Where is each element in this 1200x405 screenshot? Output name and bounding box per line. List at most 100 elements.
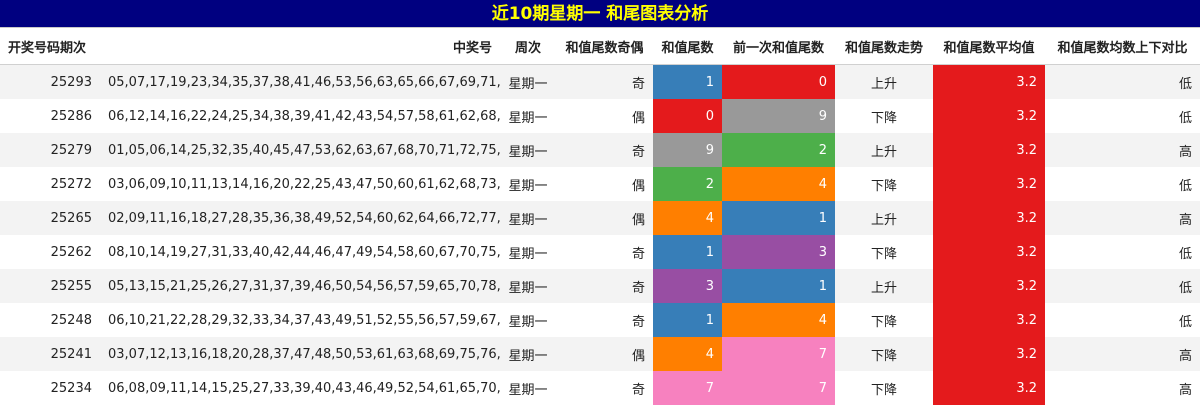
table-row: 25279 01,05,06,14,25,32,35,40,45,47,53,62… xyxy=(0,133,1200,167)
cell-compare: 低 xyxy=(1045,167,1200,201)
cell-average: 3.2 xyxy=(933,337,1045,371)
cell-compare: 高 xyxy=(1045,133,1200,167)
header-tail: 和值尾数 xyxy=(653,28,722,65)
header-compare: 和值尾数均数上下对比 xyxy=(1045,28,1200,65)
cell-average: 3.2 xyxy=(933,235,1045,269)
cell-compare: 高 xyxy=(1045,201,1200,235)
cell-parity: 奇 xyxy=(556,371,653,405)
cell-tail: 3 xyxy=(653,269,722,303)
header-weekday: 周次 xyxy=(500,28,556,65)
cell-trend: 下降 xyxy=(835,235,933,269)
cell-numbers: 05,13,15,21,25,26,27,31,37,39,46,50,54,5… xyxy=(100,269,500,303)
cell-tail: 4 xyxy=(653,201,722,235)
cell-parity: 奇 xyxy=(556,303,653,337)
cell-compare: 低 xyxy=(1045,99,1200,133)
cell-tail: 9 xyxy=(653,133,722,167)
cell-weekday: 星期一 xyxy=(500,303,556,337)
table-row: 25272 03,06,09,10,11,13,14,16,20,22,25,43… xyxy=(0,167,1200,201)
table-row: 25234 06,08,09,11,14,15,25,27,33,39,40,43… xyxy=(0,371,1200,405)
cell-prev-tail: 4 xyxy=(722,167,835,201)
cell-compare: 高 xyxy=(1045,337,1200,371)
cell-trend: 上升 xyxy=(835,201,933,235)
cell-numbers: 06,10,21,22,28,29,32,33,34,37,43,49,51,5… xyxy=(100,303,500,337)
cell-tail: 7 xyxy=(653,371,722,405)
cell-weekday: 星期一 xyxy=(500,99,556,133)
cell-prev-tail: 9 xyxy=(722,99,835,133)
table-row: 25241 03,07,12,13,16,18,20,28,37,47,48,50… xyxy=(0,337,1200,371)
cell-compare: 高 xyxy=(1045,371,1200,405)
cell-numbers: 05,07,17,19,23,34,35,37,38,41,46,53,56,6… xyxy=(100,64,500,99)
cell-prev-tail: 0 xyxy=(722,64,835,99)
cell-tail: 1 xyxy=(653,64,722,99)
cell-prev-tail: 4 xyxy=(722,303,835,337)
cell-compare: 低 xyxy=(1045,235,1200,269)
cell-average: 3.2 xyxy=(933,269,1045,303)
cell-trend: 上升 xyxy=(835,133,933,167)
cell-prev-tail: 2 xyxy=(722,133,835,167)
cell-average: 3.2 xyxy=(933,303,1045,337)
cell-trend: 上升 xyxy=(835,64,933,99)
cell-weekday: 星期一 xyxy=(500,269,556,303)
header-row: 开奖号码期次 中奖号 周次 和值尾数奇偶 和值尾数 前一次和值尾数 和值尾数走势… xyxy=(0,28,1200,65)
cell-prev-tail: 1 xyxy=(722,201,835,235)
cell-tail: 4 xyxy=(653,337,722,371)
header-prev-tail: 前一次和值尾数 xyxy=(722,28,835,65)
cell-period: 25279 xyxy=(0,133,100,167)
cell-parity: 偶 xyxy=(556,167,653,201)
table-row: 25255 05,13,15,21,25,26,27,31,37,39,46,50… xyxy=(0,269,1200,303)
cell-numbers: 03,07,12,13,16,18,20,28,37,47,48,50,53,6… xyxy=(100,337,500,371)
header-trend: 和值尾数走势 xyxy=(835,28,933,65)
cell-weekday: 星期一 xyxy=(500,167,556,201)
cell-period: 25272 xyxy=(0,167,100,201)
cell-prev-tail: 7 xyxy=(722,371,835,405)
cell-parity: 偶 xyxy=(556,201,653,235)
cell-average: 3.2 xyxy=(933,167,1045,201)
cell-period: 25286 xyxy=(0,99,100,133)
cell-prev-tail: 7 xyxy=(722,337,835,371)
cell-weekday: 星期一 xyxy=(500,235,556,269)
cell-numbers: 06,12,14,16,22,24,25,34,38,39,41,42,43,5… xyxy=(100,99,500,133)
table-row: 25248 06,10,21,22,28,29,32,33,34,37,43,49… xyxy=(0,303,1200,337)
cell-parity: 奇 xyxy=(556,235,653,269)
cell-trend: 下降 xyxy=(835,99,933,133)
header-numbers: 中奖号 xyxy=(100,28,500,65)
cell-compare: 低 xyxy=(1045,303,1200,337)
cell-parity: 偶 xyxy=(556,99,653,133)
cell-parity: 偶 xyxy=(556,337,653,371)
header-parity: 和值尾数奇偶 xyxy=(556,28,653,65)
cell-parity: 奇 xyxy=(556,64,653,99)
cell-trend: 下降 xyxy=(835,167,933,201)
table-row: 25293 05,07,17,19,23,34,35,37,38,41,46,53… xyxy=(0,64,1200,99)
cell-weekday: 星期一 xyxy=(500,133,556,167)
cell-weekday: 星期一 xyxy=(500,337,556,371)
table-row: 25262 08,10,14,19,27,31,33,40,42,44,46,47… xyxy=(0,235,1200,269)
cell-trend: 下降 xyxy=(835,371,933,405)
cell-period: 25248 xyxy=(0,303,100,337)
cell-tail: 2 xyxy=(653,167,722,201)
cell-numbers: 01,05,06,14,25,32,35,40,45,47,53,62,63,6… xyxy=(100,133,500,167)
cell-trend: 上升 xyxy=(835,269,933,303)
cell-average: 3.2 xyxy=(933,64,1045,99)
cell-average: 3.2 xyxy=(933,133,1045,167)
cell-prev-tail: 3 xyxy=(722,235,835,269)
header-average: 和值尾数平均值 xyxy=(933,28,1045,65)
page-title: 近10期星期一 和尾图表分析 xyxy=(0,0,1200,28)
cell-parity: 奇 xyxy=(556,269,653,303)
cell-numbers: 02,09,11,16,18,27,28,35,36,38,49,52,54,6… xyxy=(100,201,500,235)
cell-period: 25262 xyxy=(0,235,100,269)
header-period: 开奖号码期次 xyxy=(0,28,100,65)
cell-weekday: 星期一 xyxy=(500,371,556,405)
cell-period: 25265 xyxy=(0,201,100,235)
cell-tail: 1 xyxy=(653,235,722,269)
cell-tail: 1 xyxy=(653,303,722,337)
table-row: 25286 06,12,14,16,22,24,25,34,38,39,41,42… xyxy=(0,99,1200,133)
cell-numbers: 08,10,14,19,27,31,33,40,42,44,46,47,49,5… xyxy=(100,235,500,269)
cell-average: 3.2 xyxy=(933,99,1045,133)
cell-trend: 下降 xyxy=(835,303,933,337)
cell-prev-tail: 1 xyxy=(722,269,835,303)
cell-trend: 下降 xyxy=(835,337,933,371)
cell-period: 25293 xyxy=(0,64,100,99)
cell-numbers: 03,06,09,10,11,13,14,16,20,22,25,43,47,5… xyxy=(100,167,500,201)
cell-average: 3.2 xyxy=(933,201,1045,235)
cell-period: 25255 xyxy=(0,269,100,303)
